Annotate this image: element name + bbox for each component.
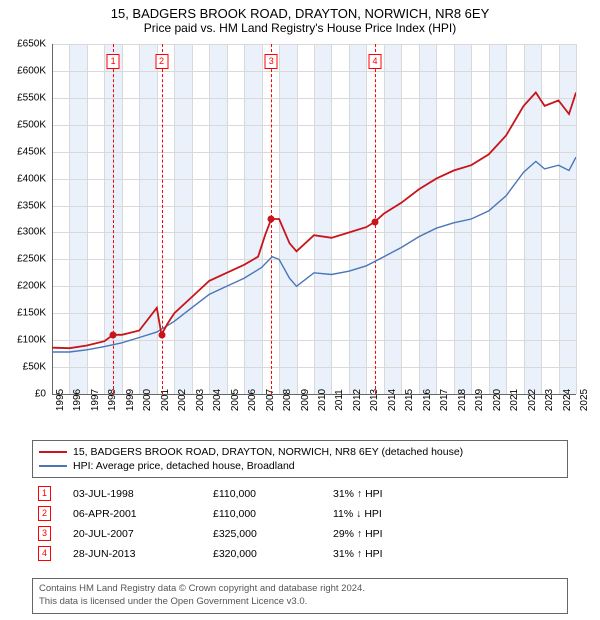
y-tick-label: £550K bbox=[17, 92, 46, 103]
legend-item: HPI: Average price, detached house, Broa… bbox=[39, 459, 561, 473]
x-tick-label: 2025 bbox=[579, 389, 590, 411]
sales-index-box: 3 bbox=[38, 526, 51, 541]
sales-pct: 31% ↑ HPI bbox=[333, 488, 483, 500]
attribution-box: Contains HM Land Registry data © Crown c… bbox=[32, 578, 568, 614]
y-tick-label: £200K bbox=[17, 281, 46, 292]
y-tick-label: £350K bbox=[17, 200, 46, 211]
y-tick-label: £0 bbox=[35, 389, 46, 400]
legend-item: 15, BADGERS BROOK ROAD, DRAYTON, NORWICH… bbox=[39, 445, 561, 459]
y-tick-label: £600K bbox=[17, 65, 46, 76]
series-svg bbox=[52, 44, 576, 394]
sales-pct: 29% ↑ HPI bbox=[333, 528, 483, 540]
y-tick-label: £100K bbox=[17, 335, 46, 346]
y-tick-label: £50K bbox=[23, 362, 46, 373]
sales-row: 4 28-JUN-2013£320,00031% ↑ HPI bbox=[32, 544, 568, 564]
gridline-v bbox=[576, 44, 577, 394]
attribution-line1: Contains HM Land Registry data © Crown c… bbox=[39, 583, 561, 596]
legend: 15, BADGERS BROOK ROAD, DRAYTON, NORWICH… bbox=[32, 440, 568, 478]
sales-price: £325,000 bbox=[213, 528, 333, 540]
legend-swatch bbox=[39, 451, 67, 453]
sales-date: 20-JUL-2007 bbox=[73, 528, 213, 540]
sales-row: 3 20-JUL-2007£325,00029% ↑ HPI bbox=[32, 524, 568, 544]
chart-subtitle: Price paid vs. HM Land Registry's House … bbox=[0, 21, 600, 39]
legend-swatch bbox=[39, 465, 67, 467]
y-tick-label: £150K bbox=[17, 308, 46, 319]
series-price_paid bbox=[52, 93, 576, 349]
sales-index-box: 2 bbox=[38, 506, 51, 521]
sales-row: 2 06-APR-2001£110,00011% ↓ HPI bbox=[32, 504, 568, 524]
y-tick-label: £400K bbox=[17, 173, 46, 184]
chart-title: 15, BADGERS BROOK ROAD, DRAYTON, NORWICH… bbox=[0, 0, 600, 21]
sales-price: £110,000 bbox=[213, 488, 333, 500]
y-tick-label: £500K bbox=[17, 119, 46, 130]
sales-pct: 31% ↑ HPI bbox=[333, 548, 483, 560]
y-tick-label: £450K bbox=[17, 146, 46, 157]
attribution-line2: This data is licensed under the Open Gov… bbox=[39, 596, 561, 609]
sales-price: £320,000 bbox=[213, 548, 333, 560]
y-tick-label: £650K bbox=[17, 39, 46, 50]
sales-price: £110,000 bbox=[213, 508, 333, 520]
sales-index-box: 4 bbox=[38, 546, 51, 561]
sales-table: 103-JUL-1998£110,00031% ↑ HPI206-APR-200… bbox=[32, 484, 568, 564]
sales-pct: 11% ↓ HPI bbox=[333, 508, 483, 520]
sales-date: 03-JUL-1998 bbox=[73, 488, 213, 500]
sales-row: 1 03-JUL-1998£110,00031% ↑ HPI bbox=[32, 484, 568, 504]
series-hpi bbox=[52, 157, 576, 352]
sales-date: 28-JUN-2013 bbox=[73, 548, 213, 560]
sales-date: 06-APR-2001 bbox=[73, 508, 213, 520]
y-tick-label: £250K bbox=[17, 254, 46, 265]
price-chart: £0£50K£100K£150K£200K£250K£300K£350K£400… bbox=[52, 44, 576, 394]
sales-index-box: 1 bbox=[38, 486, 51, 501]
legend-label: 15, BADGERS BROOK ROAD, DRAYTON, NORWICH… bbox=[73, 446, 463, 458]
y-tick-label: £300K bbox=[17, 227, 46, 238]
legend-label: HPI: Average price, detached house, Broa… bbox=[73, 460, 295, 472]
